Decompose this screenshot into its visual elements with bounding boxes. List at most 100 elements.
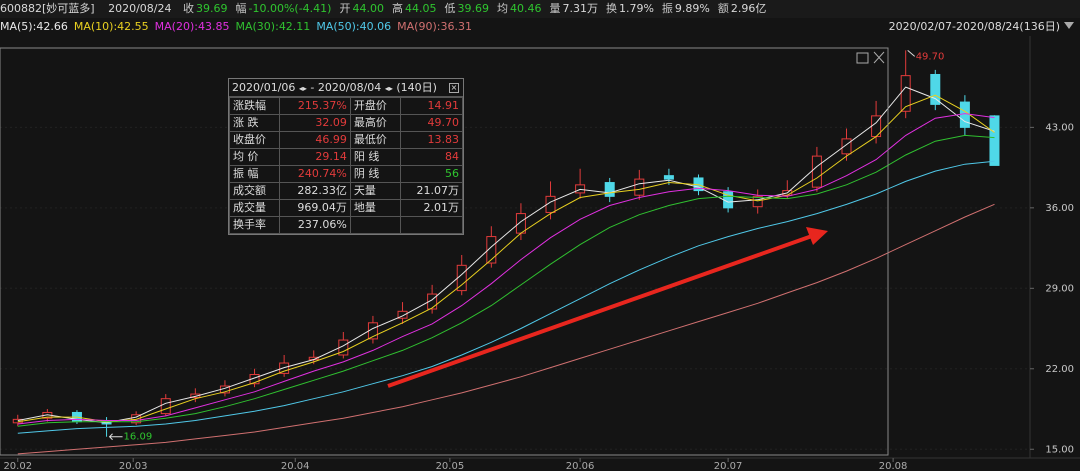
quote-value: 39.69 — [195, 2, 228, 15]
y-tick-label: 36.00 — [1045, 203, 1074, 214]
stats-value: 282.33亿 — [279, 182, 351, 200]
quote-value: 44.05 — [404, 2, 437, 15]
stats-table: 涨跌幅 215.37% 开盘价 14.91 涨 跌 32.09 最高价 49.70 收盘价 46.… — [228, 97, 464, 234]
ma-line — [17, 86, 995, 424]
candle-body — [545, 195, 556, 213]
candle-body — [427, 293, 438, 310]
legend-item: MA(5)42.66 — [0, 20, 68, 33]
candle-body — [397, 310, 408, 319]
stats-header: 2020/01/06 ◂▸ - 2020/08/04 ◂▸ (140日) × — [229, 79, 463, 97]
x-tick-label: 20.07 — [714, 461, 743, 471]
stats-row: 收盘价 46.99 最低价 13.83 — [228, 131, 464, 149]
stats-value: 56 — [399, 165, 464, 183]
candle-body — [575, 184, 586, 194]
quote-value: 1.79% — [618, 2, 654, 15]
x-tick-label: 20.08 — [879, 461, 908, 471]
legend-value: 42.66 — [36, 20, 68, 33]
quote-value: 39.69 — [457, 2, 489, 15]
quote-value: 7.31万 — [562, 2, 598, 15]
stats-label: 涨跌幅 — [228, 97, 281, 115]
quote-label: 收 — [182, 2, 194, 15]
legend-name: MA(5) — [0, 20, 36, 33]
stats-value: 240.74% — [279, 165, 351, 183]
min-label: 16.09 — [124, 432, 153, 443]
stats-value: 2.01万 — [399, 199, 464, 217]
stats-value: 13.83 — [399, 131, 464, 149]
ma-line — [17, 113, 995, 425]
legend-name: MA(30) — [235, 20, 278, 33]
ma-line — [17, 160, 995, 434]
x-tick-label: 20.04 — [281, 461, 310, 471]
trend-arrow-head — [806, 227, 828, 245]
max-label: 49.70 — [916, 51, 945, 62]
maximize-icon[interactable] — [856, 52, 869, 64]
quote-value: 9.89% — [674, 2, 710, 15]
min-pointer — [108, 433, 123, 441]
plot-background — [0, 36, 1080, 471]
x-tick-label: 20.06 — [566, 461, 595, 471]
stats-label — [349, 216, 401, 234]
stats-label: 最低价 — [349, 131, 401, 149]
ma-line — [17, 134, 995, 427]
candle-body — [131, 414, 142, 424]
stats-label: 振 幅 — [228, 165, 281, 183]
stats-label: 开盘价 — [349, 97, 401, 115]
candle-body — [160, 398, 171, 415]
close-icon[interactable] — [873, 51, 885, 64]
ma-legend: MA(5)42.66MA(10)42.55MA(20)43.85MA(30)42… — [0, 18, 478, 35]
nav-arrows[interactable]: ◂▸ — [298, 84, 307, 93]
stats-value: 46.99 — [279, 131, 351, 149]
selection-box — [0, 47, 889, 456]
x-tick-label: 20.03 — [119, 461, 148, 471]
range-dropdown[interactable] — [1064, 22, 1074, 29]
stats-label: 涨 跌 — [228, 114, 281, 132]
quote-label: 换 — [605, 2, 617, 15]
legend-value: 36.31 — [440, 20, 472, 33]
y-tick-label: 43.00 — [1045, 122, 1074, 133]
quote-label: 均 — [496, 2, 508, 15]
stats-label: 成交额 — [228, 182, 281, 200]
candle-body — [515, 213, 526, 234]
legend-name: MA(10) — [74, 20, 117, 33]
stats-value: 21.07万 — [399, 182, 464, 200]
stats-value: 969.04万 — [279, 199, 351, 217]
stats-row: 均 价 29.14 阳 线 84 — [228, 148, 464, 166]
x-tick-label: 20.05 — [436, 461, 465, 471]
x-tick-label: 20.02 — [3, 461, 32, 471]
quote-items: 收 39.69 幅 -10.00%(-4.41) 开 44.00 高 44.05 低 39.69 均… — [177, 2, 768, 15]
candle-body — [841, 138, 852, 155]
quote-label: 开 — [339, 2, 351, 15]
stats-close[interactable]: × — [449, 83, 459, 93]
quote-label: 量 — [549, 2, 561, 15]
y-tick-label: 15.00 — [1045, 444, 1074, 455]
stats-label: 天量 — [349, 182, 401, 200]
candle-body — [279, 362, 290, 374]
quote-label: 幅 — [235, 2, 247, 15]
stats-label: 成交量 — [228, 199, 281, 217]
quote-value: -10.00%(-4.41) — [248, 2, 332, 15]
candle-body — [634, 178, 645, 196]
candle-body — [930, 73, 941, 105]
stats-value: 32.09 — [279, 114, 351, 132]
legend-value: 42.55 — [117, 20, 149, 33]
stats-value: 14.91 — [399, 97, 464, 115]
quote-label: 低 — [444, 2, 456, 15]
stats-start: 2020/01/06 — [232, 81, 296, 94]
legend-name: MA(50) — [316, 20, 359, 33]
stats-label: 收盘价 — [228, 131, 281, 149]
stats-row: 换手率 237.06% — [228, 216, 464, 234]
legend-item: MA(90)36.31 — [397, 20, 472, 33]
nav-arrows[interactable]: ◂▸ — [384, 84, 393, 93]
date-range[interactable]: 2020/02/07-2020/08/24(136日) — [888, 20, 1060, 33]
stats-label: 均 价 — [228, 148, 281, 166]
stats-label: 地量 — [349, 199, 401, 217]
ma-line — [17, 203, 995, 455]
interval-stats: 2020/01/06 ◂▸ - 2020/08/04 ◂▸ (140日) × 涨… — [228, 78, 464, 235]
quote-value: 40.46 — [509, 2, 542, 15]
stats-value: 29.14 — [279, 148, 351, 166]
stock-code: 600882[妙可蓝多] — [0, 2, 95, 15]
legend-name: MA(90) — [397, 20, 440, 33]
legend-value: 40.06 — [359, 20, 392, 33]
